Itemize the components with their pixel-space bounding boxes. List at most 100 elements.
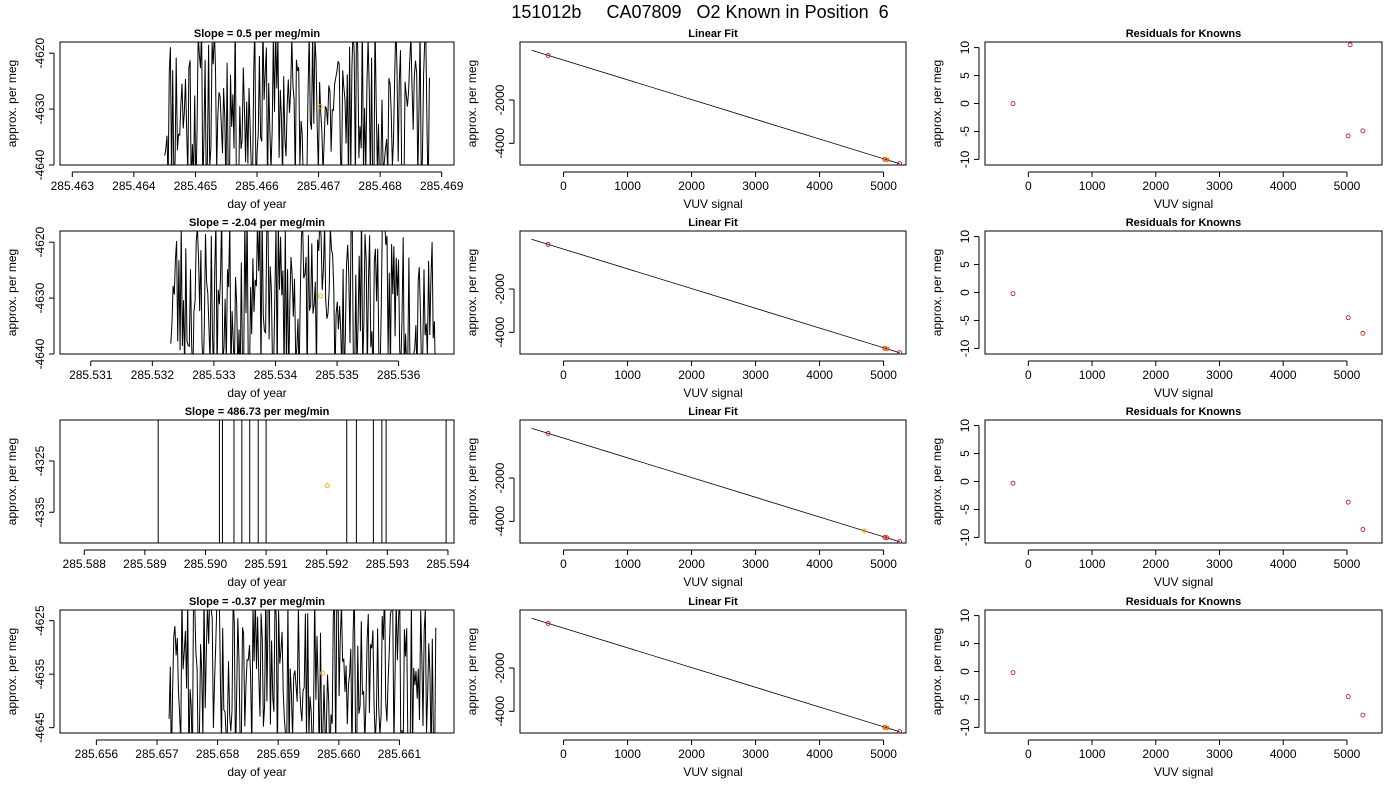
x-tick-label: 285.532 [131,368,175,382]
y-tick-label: 5 [958,450,972,457]
x-tick-label: 285.536 [377,368,421,382]
x-tick-label: 285.469 [420,179,464,193]
plot-area [168,610,437,733]
y-axis-label: approx. per meg [930,60,944,147]
plot-frame [519,41,907,166]
x-axis: 0 1000 2000 3000 4000 5000 VUV signal [560,739,897,779]
residual-point [1360,712,1366,718]
x-tick-label: 285.592 [305,557,349,571]
residual-point [1345,315,1351,321]
y-tick-label: 0 [958,289,972,296]
y-tick-label: -10 [958,718,972,736]
highlight-point [324,483,330,489]
x-axis-label: VUV signal [683,765,742,779]
x-tick-label: 5000 [870,179,897,193]
x-tick-label: 285.656 [75,747,119,761]
highlight-point [883,346,889,352]
x-tick-label: 0 [1025,747,1032,761]
x-tick-label: 3000 [1206,179,1233,193]
x-tick-label: 1000 [1079,557,1106,571]
x-tick-label: 285.594 [426,557,470,571]
chart-title: Residuals for Knowns [1126,217,1242,229]
y-axis-label: approx. per meg [465,249,479,336]
y-tick-label: -4630 [33,93,47,124]
x-tick-label: 0 [560,179,567,193]
y-tick-label: -4000 [493,696,507,727]
x-axis: 0 1000 2000 3000 4000 5000 VUV signal [560,171,897,211]
x-tick-label: 2000 [678,368,705,382]
x-tick-label: 0 [1025,179,1032,193]
y-tick-label: 5 [958,261,972,268]
x-tick-label: 4000 [806,557,833,571]
plot-frame [984,230,1383,355]
chart-title: Slope = 486.73 per meg/min [185,406,330,418]
plot-area [157,420,447,543]
y-tick-label: -4000 [493,317,507,348]
x-axis-label: VUV signal [1154,575,1213,589]
y-axis-label: approx. per meg [5,60,19,147]
data-trace-line [168,610,437,733]
y-tick-label: -5 [958,315,972,326]
plot-frame [59,230,455,355]
x-tick-label: 2000 [1142,179,1169,193]
x-tick-label: 285.468 [358,179,402,193]
x-axis-label: VUV signal [683,197,742,211]
x-tick-label: 5000 [870,368,897,382]
y-tick-label: -4000 [493,506,507,537]
x-tick-label: 285.466 [235,179,279,193]
plot-frame [59,419,455,544]
x-tick-label: 4000 [806,179,833,193]
x-tick-label: 2000 [678,179,705,193]
x-tick-label: 2000 [678,557,705,571]
highlight-point [317,293,323,299]
y-tick-label: 10 [958,41,972,55]
plot-area [170,231,436,354]
x-axis: 285.463 285.464 285.465 285.466 285.467 285.4… [51,171,464,211]
chart-title: Slope = -0.37 per meg/min [189,596,325,608]
known-point [545,53,551,58]
plot-area [531,238,902,354]
x-axis: 0 1000 2000 3000 4000 5000 VUV signal [1025,549,1361,589]
x-axis-label: day of year [227,197,286,211]
x-tick-label: 4000 [1270,179,1297,193]
x-tick-label: 285.590 [184,557,228,571]
x-tick-label: 2000 [1142,557,1169,571]
chart-panel-linear-fit-4: Linear Fit 0 1000 2000 3000 4000 5000 VUV signa… [465,596,907,779]
known-point [897,350,902,354]
x-axis-label: VUV signal [1154,386,1213,400]
x-tick-label: 5000 [1334,368,1361,382]
plot-area [1010,291,1366,336]
plot-frame [519,230,907,355]
x-tick-label: 5000 [1334,179,1361,193]
x-axis: 0 1000 2000 3000 4000 5000 VUV signal [560,360,897,400]
chart-title: Linear Fit [688,596,738,608]
y-axis: -4335 -4325 approx. per meg [5,438,55,528]
y-axis-label: approx. per meg [5,628,19,715]
residual-point [1360,128,1366,134]
x-tick-label: 2000 [1142,368,1169,382]
y-tick-label: -5 [958,504,972,515]
x-tick-label: 2000 [1142,747,1169,761]
plot-frame [984,41,1383,166]
y-axis: -4645 -4635 -4625 approx. per meg [5,605,55,743]
x-tick-label: 285.591 [244,557,288,571]
x-tick-label: 2000 [678,747,705,761]
x-tick-label: 3000 [1206,368,1233,382]
fit-line [531,238,900,354]
y-tick-label: -10 [958,528,972,546]
y-axis: -4000 -2000 approx. per meg [465,628,515,727]
x-tick-label: 1000 [1079,747,1106,761]
x-axis: 285.531 285.532 285.533 285.534 285.535 285.5… [69,360,421,400]
x-tick-label: 0 [560,368,567,382]
known-point [897,161,902,165]
fit-line [531,49,900,165]
y-tick-label: -10 [958,339,972,357]
x-tick-label: 3000 [742,179,769,193]
plot-area [164,42,430,165]
x-axis-label: VUV signal [1154,765,1213,779]
plot-frame [59,609,455,734]
x-tick-label: 285.660 [317,747,361,761]
chart-panel-linear-fit-2: Linear Fit 0 1000 2000 3000 4000 5000 VUV signa… [465,217,907,400]
known-point [897,729,902,733]
